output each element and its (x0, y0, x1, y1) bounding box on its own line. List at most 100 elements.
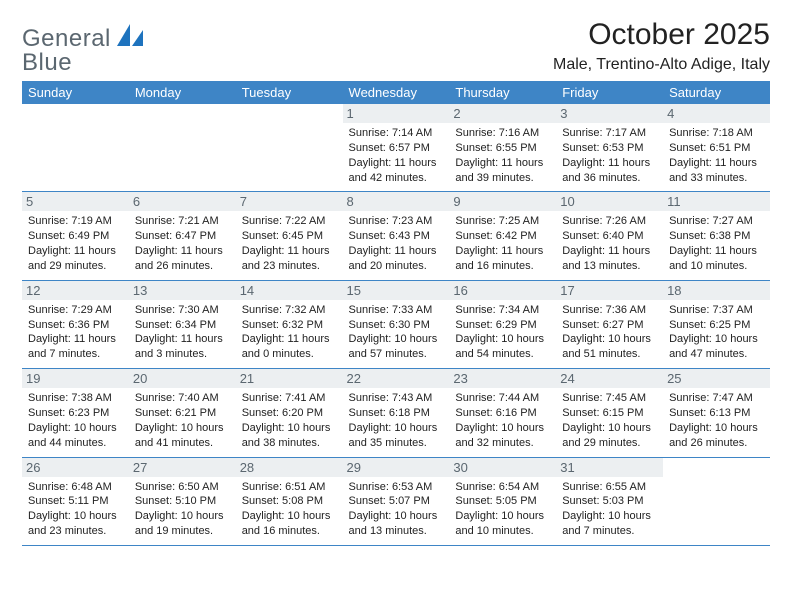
day-header: Monday (129, 81, 236, 104)
sunset-text: Sunset: 6:55 PM (455, 141, 550, 156)
calendar-cell: 10Sunrise: 7:26 AMSunset: 6:40 PMDayligh… (556, 192, 663, 280)
sunrise-text: Sunrise: 6:55 AM (562, 480, 657, 495)
calendar-cell (236, 104, 343, 191)
sunrise-text: Sunrise: 7:19 AM (28, 214, 123, 229)
sunset-text: Sunset: 6:42 PM (455, 229, 550, 244)
day-number: 20 (129, 369, 236, 388)
sunrise-text: Sunrise: 7:14 AM (349, 126, 444, 141)
day-number: 13 (129, 281, 236, 300)
day-header: Friday (556, 81, 663, 104)
calendar-cell: 27Sunrise: 6:50 AMSunset: 5:10 PMDayligh… (129, 457, 236, 545)
daylight-text: Daylight: 10 hours and 51 minutes. (562, 332, 657, 362)
header-row: General Blue October 2025 Male, Trentino… (22, 18, 770, 75)
daylight-text: Daylight: 10 hours and 29 minutes. (562, 421, 657, 451)
calendar-cell: 1Sunrise: 7:14 AMSunset: 6:57 PMDaylight… (343, 104, 450, 191)
daylight-text: Daylight: 10 hours and 16 minutes. (242, 509, 337, 539)
daylight-text: Daylight: 11 hours and 3 minutes. (135, 332, 230, 362)
sunrise-text: Sunrise: 7:41 AM (242, 391, 337, 406)
sunset-text: Sunset: 6:30 PM (349, 318, 444, 333)
daylight-text: Daylight: 10 hours and 57 minutes. (349, 332, 444, 362)
sunrise-text: Sunrise: 7:36 AM (562, 303, 657, 318)
day-number: 15 (343, 281, 450, 300)
daylight-text: Daylight: 10 hours and 26 minutes. (669, 421, 764, 451)
sunset-text: Sunset: 5:05 PM (455, 494, 550, 509)
calendar-cell: 8Sunrise: 7:23 AMSunset: 6:43 PMDaylight… (343, 192, 450, 280)
calendar-cell: 2Sunrise: 7:16 AMSunset: 6:55 PMDaylight… (449, 104, 556, 191)
daylight-text: Daylight: 10 hours and 19 minutes. (135, 509, 230, 539)
day-number: 31 (556, 458, 663, 477)
sunset-text: Sunset: 6:27 PM (562, 318, 657, 333)
sunrise-text: Sunrise: 7:38 AM (28, 391, 123, 406)
sunset-text: Sunset: 6:49 PM (28, 229, 123, 244)
day-header: Thursday (449, 81, 556, 104)
sunset-text: Sunset: 6:25 PM (669, 318, 764, 333)
sunset-text: Sunset: 6:13 PM (669, 406, 764, 421)
calendar-cell: 19 Sunrise: 7:38 AMSunset: 6:23 PMDayligh… (22, 369, 129, 457)
sunrise-text: Sunrise: 6:51 AM (242, 480, 337, 495)
daylight-text: Daylight: 11 hours and 26 minutes. (135, 244, 230, 274)
sunrise-text: Sunrise: 7:16 AM (455, 126, 550, 141)
calendar-body: 1Sunrise: 7:14 AMSunset: 6:57 PMDaylight… (22, 104, 770, 545)
sunset-text: Sunset: 6:40 PM (562, 229, 657, 244)
day-number: 19 (22, 369, 129, 388)
sunrise-text: Sunrise: 7:43 AM (349, 391, 444, 406)
calendar-cell: 17Sunrise: 7:36 AMSunset: 6:27 PMDayligh… (556, 280, 663, 368)
calendar-cell: 9 Sunrise: 7:25 AMSunset: 6:42 PMDaylight… (449, 192, 556, 280)
day-number: 7 (236, 192, 343, 211)
sunset-text: Sunset: 5:07 PM (349, 494, 444, 509)
daylight-text: Daylight: 11 hours and 42 minutes. (349, 156, 444, 186)
logo: General Blue (22, 18, 145, 75)
sunset-text: Sunset: 6:34 PM (135, 318, 230, 333)
title-block: October 2025 Male, Trentino-Alto Adige, … (553, 18, 770, 74)
sunset-text: Sunset: 6:32 PM (242, 318, 337, 333)
day-number: 6 (129, 192, 236, 211)
sunrise-text: Sunrise: 7:34 AM (455, 303, 550, 318)
sunset-text: Sunset: 6:23 PM (28, 406, 123, 421)
calendar-cell: 29Sunrise: 6:53 AMSunset: 5:07 PMDayligh… (343, 457, 450, 545)
sunset-text: Sunset: 6:36 PM (28, 318, 123, 333)
sunrise-text: Sunrise: 6:54 AM (455, 480, 550, 495)
daylight-text: Daylight: 10 hours and 35 minutes. (349, 421, 444, 451)
sunrise-text: Sunrise: 7:29 AM (28, 303, 123, 318)
calendar-cell: 26Sunrise: 6:48 AMSunset: 5:11 PMDayligh… (22, 457, 129, 545)
sunrise-text: Sunrise: 7:25 AM (455, 214, 550, 229)
calendar-cell: 15Sunrise: 7:33 AMSunset: 6:30 PMDayligh… (343, 280, 450, 368)
day-number: 26 (22, 458, 129, 477)
day-number: 12 (22, 281, 129, 300)
calendar-row: 12Sunrise: 7:29 AMSunset: 6:36 PMDayligh… (22, 280, 770, 368)
daylight-text: Daylight: 11 hours and 23 minutes. (242, 244, 337, 274)
day-header: Tuesday (236, 81, 343, 104)
daylight-text: Daylight: 11 hours and 16 minutes. (455, 244, 550, 274)
calendar-cell (663, 457, 770, 545)
daylight-text: Daylight: 11 hours and 36 minutes. (562, 156, 657, 186)
calendar-cell: 16Sunrise: 7:34 AMSunset: 6:29 PMDayligh… (449, 280, 556, 368)
sunset-text: Sunset: 6:47 PM (135, 229, 230, 244)
sunrise-text: Sunrise: 6:48 AM (28, 480, 123, 495)
calendar-cell: 18Sunrise: 7:37 AMSunset: 6:25 PMDayligh… (663, 280, 770, 368)
sunset-text: Sunset: 6:20 PM (242, 406, 337, 421)
day-number: 21 (236, 369, 343, 388)
day-number: 9 (449, 192, 556, 211)
sunrise-text: Sunrise: 7:47 AM (669, 391, 764, 406)
calendar-table: SundayMondayTuesdayWednesdayThursdayFrid… (22, 81, 770, 546)
calendar-cell: 21Sunrise: 7:41 AMSunset: 6:20 PMDayligh… (236, 369, 343, 457)
daylight-text: Daylight: 11 hours and 7 minutes. (28, 332, 123, 362)
sunrise-text: Sunrise: 7:23 AM (349, 214, 444, 229)
day-number: 8 (343, 192, 450, 211)
sunrise-text: Sunrise: 6:50 AM (135, 480, 230, 495)
location: Male, Trentino-Alto Adige, Italy (553, 56, 770, 74)
sunset-text: Sunset: 5:03 PM (562, 494, 657, 509)
day-number: 24 (556, 369, 663, 388)
calendar-cell: 25Sunrise: 7:47 AMSunset: 6:13 PMDayligh… (663, 369, 770, 457)
daylight-text: Daylight: 10 hours and 44 minutes. (28, 421, 123, 451)
sunrise-text: Sunrise: 7:22 AM (242, 214, 337, 229)
daylight-text: Daylight: 11 hours and 13 minutes. (562, 244, 657, 274)
day-number: 16 (449, 281, 556, 300)
sunset-text: Sunset: 6:57 PM (349, 141, 444, 156)
day-number: 3 (556, 104, 663, 123)
calendar-cell (22, 104, 129, 191)
daylight-text: Daylight: 11 hours and 10 minutes. (669, 244, 764, 274)
day-number: 5 (22, 192, 129, 211)
sunrise-text: Sunrise: 7:26 AM (562, 214, 657, 229)
day-header: Sunday (22, 81, 129, 104)
